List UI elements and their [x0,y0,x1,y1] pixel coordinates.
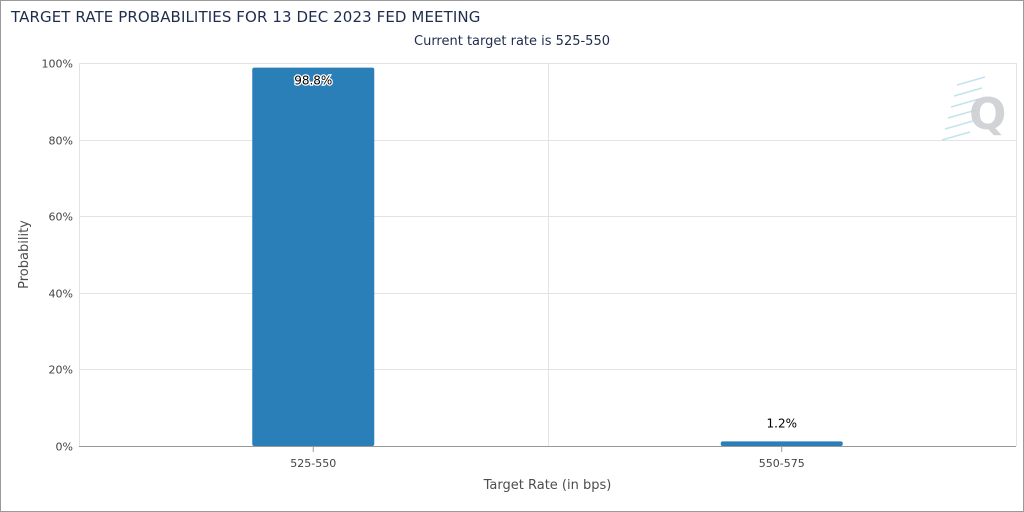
y-tick-label: 40% [49,288,73,301]
bar-550-575 [720,441,843,446]
chart-subtitle: Current target rate is 525-550 [414,34,610,49]
watermark-streak [944,120,974,130]
chart-title: TARGET RATE PROBABILITIES FOR 13 DEC 202… [11,8,481,26]
watermark-letter: Q [969,89,1006,140]
watermark-streak [950,98,980,108]
axes: 0% 20% 40% 60% 80% 100% 525-550 550-575 Target R… [17,58,1016,493]
watermark-streak [953,87,983,97]
watermark-logo-icon: Q [941,76,1006,141]
y-axis-title: Probability [17,220,32,289]
y-tick-label: 80% [49,135,73,148]
x-tick-label: 550-575 [759,457,805,470]
y-tick-label: 60% [49,211,73,224]
y-tick-label: 100% [42,58,73,71]
grid-lines [79,63,1017,447]
watermark-streak [947,109,977,119]
x-tick-label: 525-550 [290,457,336,470]
bars [252,67,843,446]
data-label: 98.8% [294,74,332,88]
data-labels: 98.8% 1.2% [293,72,798,430]
y-tick-label: 0% [56,441,73,454]
x-axis-title: Target Rate (in bps) [483,478,612,493]
watermark-streak [956,76,986,86]
bar-525-550 [252,67,375,446]
watermark-streak [941,131,971,141]
data-label: 1.2% [767,416,798,430]
y-tick-label: 20% [49,364,73,377]
